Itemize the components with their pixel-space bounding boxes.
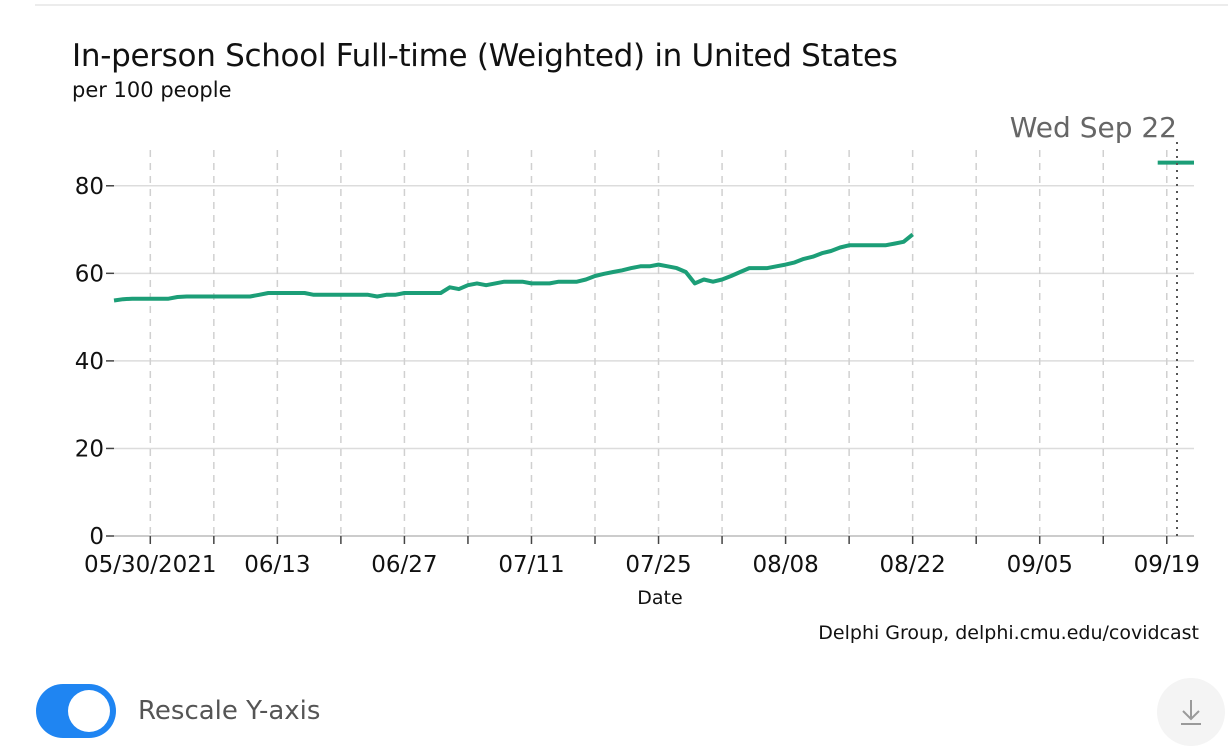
x-tick-label: 08/08: [752, 552, 818, 578]
x-tick-label: 07/11: [498, 552, 564, 578]
chart-subtitle: per 100 people: [72, 78, 232, 102]
axis-layer: 0 20 40 60 80 05/30/2021 06/13 06/27 07/11 07/25 0…: [75, 174, 1200, 578]
rescale-y-axis-label: Rescale Y-axis: [138, 696, 321, 726]
chart-title: In-person School Full-time (Weighted) in…: [72, 38, 898, 74]
download-button[interactable]: [1157, 678, 1225, 746]
x-tick-label: 08/22: [880, 552, 946, 578]
hover-layer: Wed Sep 22: [1010, 111, 1178, 536]
download-icon: [1181, 700, 1201, 725]
y-tick-label: 0: [89, 524, 104, 550]
series-layer: [113, 160, 1194, 303]
toggle-knob: [68, 690, 110, 732]
x-axis-title: Date: [637, 587, 682, 609]
hover-date-label: Wed Sep 22: [1010, 111, 1177, 144]
rescale-y-axis-toggle[interactable]: [36, 684, 116, 738]
x-tick-label: 06/27: [371, 552, 437, 578]
x-tick-label: 07/25: [625, 552, 691, 578]
y-tick-label: 20: [75, 436, 104, 462]
x-tick-label: 09/05: [1007, 552, 1073, 578]
y-tick-label: 40: [75, 349, 104, 375]
y-tick-label: 80: [75, 174, 104, 200]
x-tick-label: 06/13: [244, 552, 310, 578]
series-line-1: [113, 232, 914, 303]
chart-svg[interactable]: 0 20 40 60 80 05/30/2021 06/13 06/27 07/11 07/25 0…: [0, 0, 1228, 620]
rescale-toggle-row[interactable]: Rescale Y-axis: [36, 684, 320, 738]
top-divider: [35, 4, 1228, 6]
x-tick-label: 09/19: [1134, 552, 1200, 578]
grid-layer: [114, 150, 1194, 536]
source-credit: Delphi Group, delphi.cmu.edu/covidcast: [818, 622, 1199, 644]
y-tick-label: 60: [75, 261, 104, 287]
x-tick-label: 05/30/2021: [84, 552, 217, 578]
